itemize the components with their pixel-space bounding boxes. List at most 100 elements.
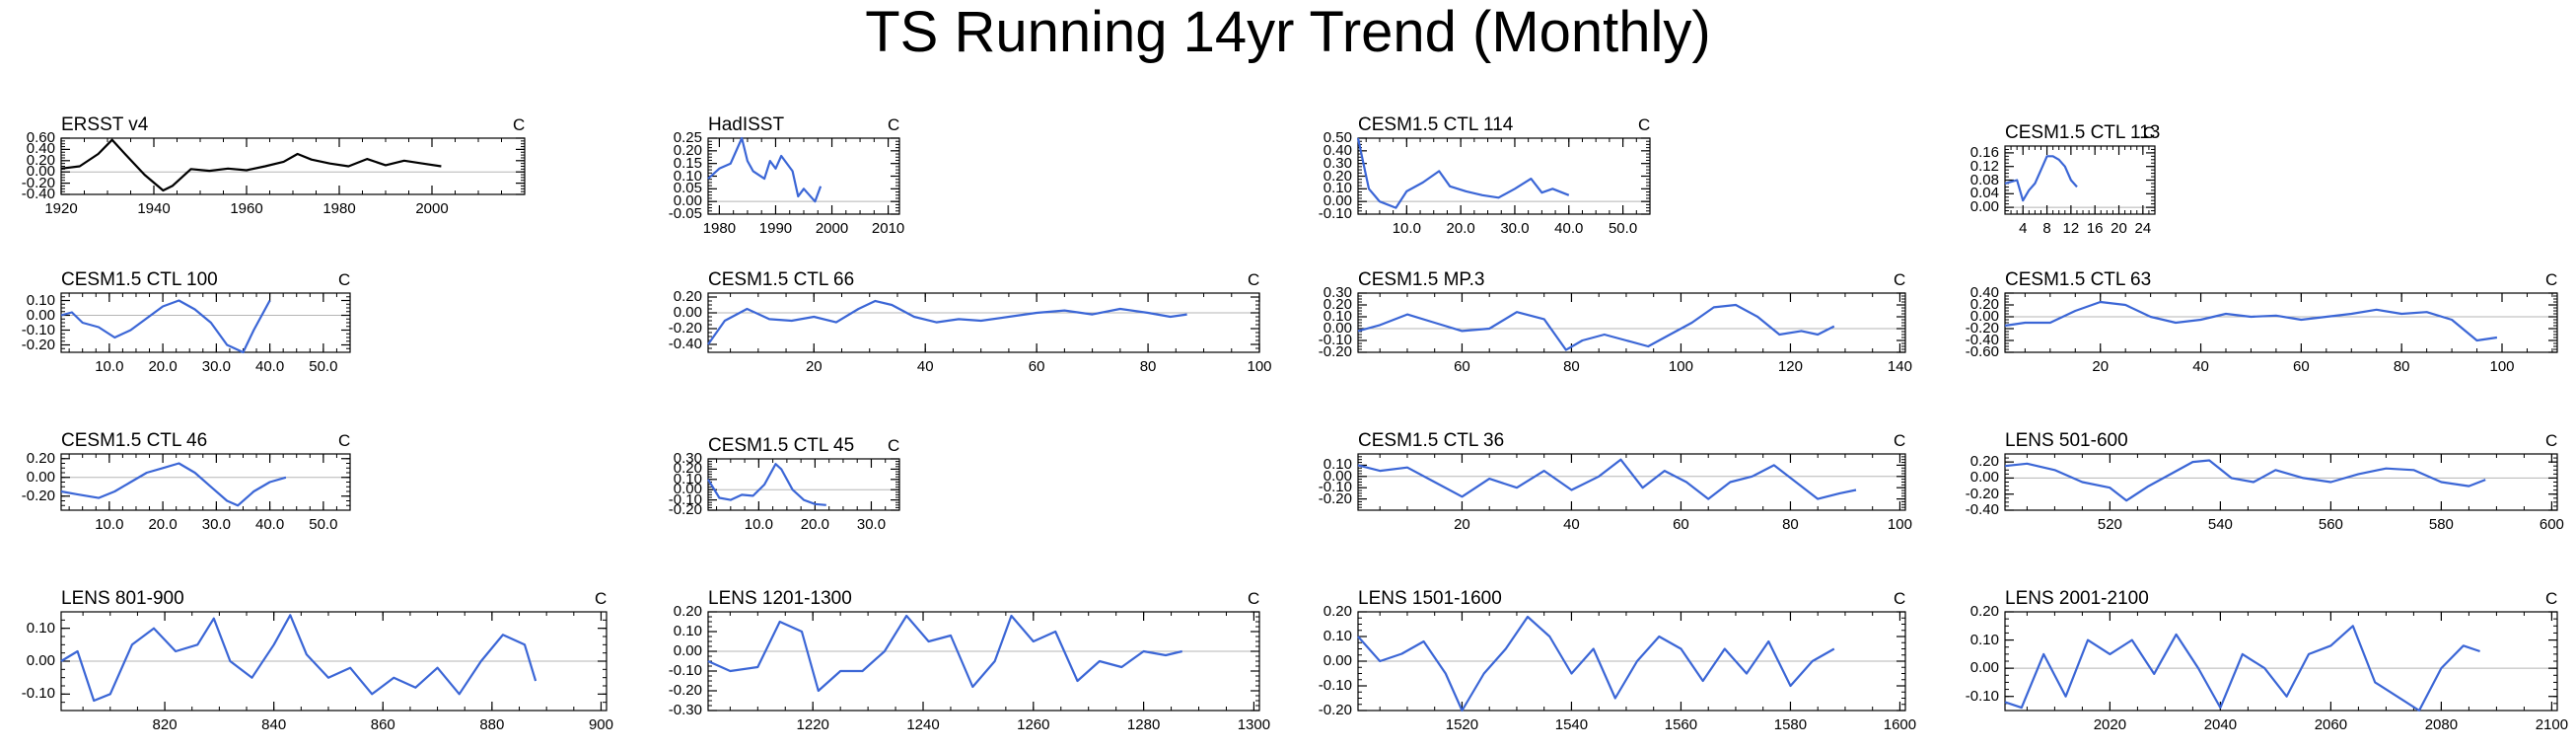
series-line	[2004, 300, 2498, 342]
y-tick-label: 0.30	[1323, 154, 1352, 172]
x-tick-label: 60	[2293, 358, 2310, 375]
x-tick-label: 1300	[1237, 716, 1271, 733]
x-tick-label: 50.0	[1608, 220, 1638, 237]
panel-unit-label: C	[2545, 270, 2558, 289]
x-tick-label: 8	[2042, 220, 2051, 237]
x-tick-label: 30.0	[1500, 220, 1530, 237]
panel-title: CESM1.5 CTL 46	[61, 430, 208, 451]
x-tick-label: 1980	[322, 200, 356, 217]
x-tick-label: 40	[1563, 516, 1580, 533]
panel-title: LENS 801-900	[61, 588, 184, 609]
plot-frame	[707, 292, 1260, 353]
y-tick-label: 0.00	[1323, 192, 1352, 210]
plot-frame	[2004, 453, 2558, 511]
y-tick-label: -0.10	[21, 685, 55, 703]
y-tick-label: -0.20	[21, 487, 55, 504]
panel-unit-label: C	[1248, 589, 1260, 608]
y-tick-label: 0.00	[1323, 652, 1352, 669]
y-tick-label: 0.10	[26, 291, 55, 309]
y-tick-label: -0.20	[1318, 489, 1352, 507]
x-tick-label: 1980	[702, 220, 737, 237]
y-tick-label: 0.10	[1969, 631, 1999, 648]
x-tick-label: 12	[2062, 220, 2080, 237]
plot-frame	[707, 611, 1260, 712]
x-tick-label: 20.0	[800, 516, 829, 533]
panel-title: CESM1.5 CTL 113	[2005, 122, 2161, 143]
plot-frame	[2004, 145, 2156, 215]
x-tick-label: 900	[588, 716, 613, 733]
y-tick-label: 0.20	[673, 141, 702, 159]
x-tick-label: 1260	[1017, 716, 1050, 733]
x-tick-label: 1580	[1773, 716, 1808, 733]
y-tick-label: 0.20	[26, 449, 55, 467]
x-tick-label: 20	[1454, 516, 1470, 533]
panel-unit-label: C	[1894, 270, 1906, 289]
x-tick-label: 520	[2097, 516, 2122, 533]
plot-frame	[1357, 137, 1651, 215]
x-tick-label: 100	[1247, 358, 1272, 375]
y-tick-label: -0.10	[1318, 205, 1352, 222]
x-tick-label: 60	[1673, 516, 1689, 533]
x-tick-label: 20.0	[148, 516, 178, 533]
x-tick-label: 100	[1887, 516, 1912, 533]
y-tick-label: -0.10	[668, 662, 702, 679]
x-tick-label: 60	[1454, 358, 1470, 375]
y-tick-label: 0.00	[1969, 659, 1999, 677]
x-tick-label: 1540	[1554, 716, 1589, 733]
y-tick-label: 0.20	[1969, 453, 1999, 471]
y-tick-label: -0.40	[1965, 332, 1999, 348]
plot-frame	[707, 458, 900, 511]
x-tick-label: 140	[1887, 358, 1912, 375]
series-line	[1357, 615, 1835, 712]
x-tick-label: 840	[261, 716, 287, 733]
y-tick-label: 0.04	[1969, 185, 1999, 202]
panel-title: CESM1.5 MP.3	[1358, 269, 1485, 290]
x-tick-label: 1960	[230, 200, 263, 217]
series-line	[1356, 137, 1570, 209]
x-tick-label: 20	[805, 358, 823, 375]
x-tick-label: 30.0	[201, 358, 231, 375]
y-tick-label: 0.20	[26, 151, 55, 169]
panel-unit-label: C	[338, 270, 351, 289]
series-line	[707, 614, 1182, 693]
x-tick-label: 1920	[44, 200, 78, 217]
x-tick-label: 600	[2539, 516, 2564, 533]
y-tick-label: 0.12	[1969, 157, 1999, 175]
y-tick-label: 0.20	[673, 288, 702, 305]
x-tick-label: 50.0	[309, 516, 338, 533]
x-tick-label: 40.0	[255, 358, 285, 375]
plot-frame	[707, 137, 900, 215]
x-tick-label: 580	[2428, 516, 2454, 533]
x-tick-label: 100	[1668, 358, 1693, 375]
y-tick-label: 0.30	[1323, 284, 1352, 301]
panel-title: CESM1.5 CTL 45	[708, 435, 855, 456]
x-tick-label: 40	[916, 358, 934, 375]
series-line	[707, 136, 823, 203]
y-tick-label: 0.20	[1323, 296, 1352, 313]
x-tick-label: 20.0	[148, 358, 178, 375]
x-tick-label: 50.0	[309, 358, 338, 375]
x-tick-label: 2000	[815, 220, 849, 237]
y-tick-label: 0.10	[1323, 308, 1352, 325]
y-tick-label: -0.20	[1965, 320, 1999, 337]
y-tick-label: 0.00	[1323, 467, 1352, 485]
panel-title: CESM1.5 CTL 63	[2005, 269, 2152, 290]
x-tick-label: 20.0	[1446, 220, 1475, 237]
y-tick-label: -0.10	[1318, 479, 1352, 496]
y-tick-label: 0.15	[673, 154, 702, 172]
y-tick-label: -0.40	[21, 186, 55, 202]
y-tick-label: -0.20	[1318, 343, 1352, 360]
y-tick-label: 0.10	[26, 619, 55, 637]
series-line	[707, 463, 826, 506]
x-tick-label: 1280	[1126, 716, 1161, 733]
x-tick-label: 1240	[906, 716, 940, 733]
plot-frame	[1357, 453, 1906, 511]
x-tick-label: 1520	[1445, 716, 1479, 733]
y-tick-label: 0.00	[26, 306, 55, 324]
